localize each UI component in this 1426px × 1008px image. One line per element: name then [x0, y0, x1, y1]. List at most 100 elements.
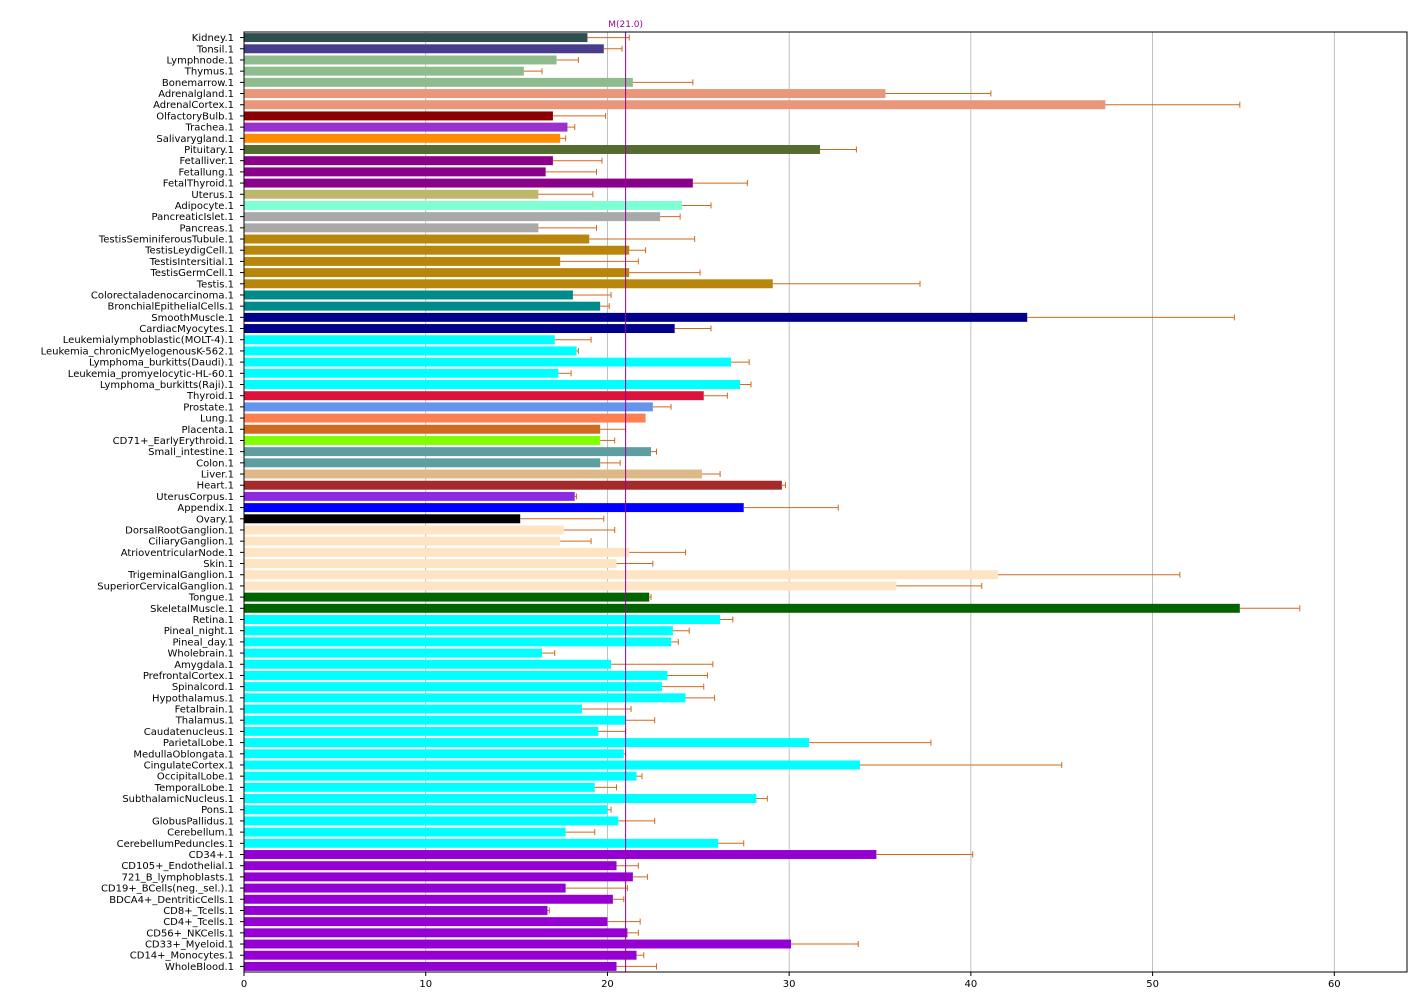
category-label: Colon.1 — [196, 458, 234, 469]
category-label: TemporalLobe.1 — [154, 783, 234, 794]
category-label: OccipitalLobe.1 — [157, 772, 234, 783]
bar — [244, 167, 546, 177]
bar — [244, 335, 555, 345]
bar — [244, 380, 741, 389]
category-label: Appendix.1 — [177, 503, 234, 514]
category-label: Adipocyte.1 — [175, 201, 234, 212]
category-label: Pancreas.1 — [180, 223, 234, 234]
bar — [244, 838, 719, 848]
bar — [244, 469, 702, 479]
bar — [244, 950, 637, 960]
bar — [244, 111, 553, 121]
bar — [244, 290, 573, 300]
bar — [244, 805, 608, 815]
category-label: BDCA4+_DentriticCells.1 — [109, 895, 234, 906]
bar — [244, 402, 653, 412]
bar — [244, 100, 1106, 110]
bar — [244, 133, 561, 143]
category-label: CD33+_Myeloid.1 — [145, 940, 234, 951]
bar — [244, 827, 566, 837]
bar — [244, 637, 672, 647]
category-label: CD34+.1 — [189, 850, 234, 861]
bar — [244, 122, 568, 132]
category-label: Colorectaladenocarcinoma.1 — [91, 290, 234, 301]
category-label: CD71+_EarlyErythroid.1 — [113, 436, 234, 447]
x-tick-label: 10 — [419, 979, 432, 990]
x-tick-label: 60 — [1328, 979, 1341, 990]
bar — [244, 794, 757, 804]
bar — [244, 223, 539, 233]
category-label: UterusCorpus.1 — [156, 492, 234, 503]
bar — [244, 458, 601, 468]
category-label: PancreaticIslet.1 — [152, 212, 234, 223]
plot-frame — [243, 31, 1408, 973]
bar — [244, 850, 877, 859]
bar — [244, 603, 1240, 613]
category-label: OlfactoryBulb.1 — [156, 111, 234, 122]
category-label: CerebellumPeduncles.1 — [117, 839, 234, 850]
bar — [244, 301, 601, 311]
x-tick-label: 0 — [241, 979, 247, 990]
bar — [244, 872, 633, 882]
category-labels: Kidney.1Tonsil.1Lymphnode.1Thymus.1Bonem… — [41, 33, 244, 973]
bar — [244, 89, 886, 99]
category-label: Fetalbrain.1 — [175, 705, 234, 716]
category-label: Leukemia_chronicMyelogenousK-562.1 — [41, 346, 234, 357]
reference-line-group: M(21.0) — [608, 20, 643, 972]
category-label: Cerebellum.1 — [167, 828, 234, 839]
category-label: TestisGermCell.1 — [150, 268, 235, 279]
category-label: Wholebrain.1 — [167, 649, 234, 660]
category-label: Fetallung.1 — [178, 167, 234, 178]
median-label: M(21.0) — [608, 20, 643, 30]
category-label: Pineal_day.1 — [173, 637, 235, 648]
category-label: SmoothMuscle.1 — [151, 313, 234, 324]
bar — [244, 905, 548, 915]
bar — [244, 659, 612, 669]
gridlines — [425, 32, 1335, 972]
bar — [244, 391, 704, 401]
bar — [244, 525, 564, 535]
bars — [244, 33, 1240, 971]
category-label: Fetalliver.1 — [179, 156, 234, 167]
x-tick-label: 20 — [601, 979, 614, 990]
category-label: Lymphnode.1 — [167, 55, 235, 66]
bar — [244, 77, 633, 87]
category-label: Pons.1 — [201, 805, 234, 816]
bar — [244, 145, 821, 154]
category-label: BronchialEpithelialCells.1 — [108, 302, 235, 313]
category-label: Pineal_night.1 — [164, 626, 234, 637]
category-label: TestisIntersitial.1 — [149, 257, 234, 268]
category-label: CD56+_NKCells.1 — [146, 928, 234, 939]
bar — [244, 514, 521, 524]
category-label: Thyroid.1 — [186, 391, 234, 402]
category-label: GlobusPallidus.1 — [152, 816, 234, 827]
bar — [244, 615, 721, 624]
category-label: Lymphoma_burkitts(Daudi).1 — [89, 358, 234, 369]
bar — [244, 682, 662, 692]
x-tick-label: 30 — [783, 979, 796, 990]
category-label: SkeletalMuscle.1 — [150, 604, 234, 615]
bar — [244, 33, 588, 43]
category-label: Lymphoma_burkitts(Raji).1 — [100, 380, 234, 391]
category-label: TestisLeydigCell.1 — [144, 246, 234, 257]
category-label: Retina.1 — [193, 615, 234, 626]
category-label: Small_intestine.1 — [148, 447, 234, 458]
bar — [244, 424, 601, 434]
category-label: Pituitary.1 — [184, 145, 234, 156]
bar — [244, 234, 590, 244]
category-label: Bonemarrow.1 — [162, 78, 234, 89]
category-label: CD14+_Monocytes.1 — [130, 951, 234, 962]
x-tick-label: 40 — [965, 979, 978, 990]
error-bars — [520, 34, 1301, 970]
bar — [244, 368, 559, 378]
category-label: Kidney.1 — [192, 33, 234, 44]
category-label: CD4+_Tcells.1 — [163, 917, 234, 928]
category-label: Placenta.1 — [181, 425, 234, 436]
bar — [244, 782, 595, 792]
bar — [244, 357, 732, 367]
category-label: WholeBlood.1 — [165, 962, 234, 973]
bar — [244, 44, 604, 54]
category-label: TrigeminalGanglion.1 — [127, 570, 234, 581]
category-label: Leukemialymphoblastic(MOLT-4).1 — [63, 335, 234, 346]
